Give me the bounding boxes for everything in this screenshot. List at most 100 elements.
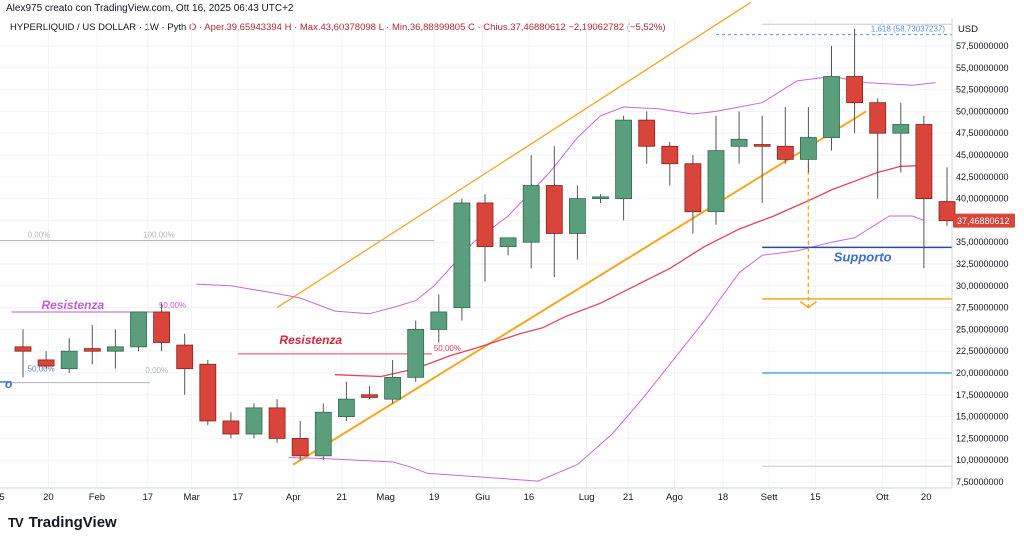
candle-body <box>684 163 702 213</box>
symbol-name[interactable]: HYPERLIQUID / US DOLLAR · 1W · Pyth <box>10 22 187 33</box>
price-tick-label: 15,00000000 <box>956 412 1009 422</box>
candle-body <box>476 202 494 247</box>
symbol-info: HYPERLIQUID / US DOLLAR · 1W · Pyth O · … <box>10 22 666 33</box>
price-tick-label: 25,00000000 <box>956 324 1009 334</box>
candle-body <box>846 76 863 104</box>
time-tick-label: 17 <box>233 492 244 503</box>
time-tick-label: Lug <box>579 492 595 503</box>
fib-label-0: 0,00% <box>28 230 51 239</box>
tradingview-brand: TV TradingView <box>8 514 117 531</box>
time-tick-label: 20 <box>921 492 932 503</box>
moving-average-line <box>334 164 924 378</box>
price-tick-label: 55,00000000 <box>956 63 1009 73</box>
candle-body <box>291 437 309 457</box>
fib-label-50-left: 50,00% <box>28 364 55 373</box>
candle-body <box>407 328 425 378</box>
bollinger-lower-line <box>288 215 925 482</box>
candle-body <box>107 346 124 352</box>
time-tick-label: Mar <box>183 492 199 503</box>
candle-body <box>615 119 632 200</box>
time-tick-label: Ago <box>666 492 683 503</box>
time-tick-label: Apr <box>286 492 301 503</box>
candle-body <box>730 138 748 147</box>
last-price-box <box>953 213 1015 228</box>
currency-label: USD <box>957 24 978 35</box>
price-tick-label: 30,00000000 <box>956 281 1009 291</box>
candle-body <box>592 196 609 200</box>
candle-body <box>384 376 402 400</box>
candle-body <box>869 102 887 134</box>
candle-body <box>753 144 771 147</box>
time-tick-label: 5 <box>0 492 5 503</box>
time-tick-label: 21 <box>623 492 634 503</box>
price-tick-label: 32,50000000 <box>956 259 1009 269</box>
candle-body <box>337 398 355 418</box>
candle-body <box>314 411 332 457</box>
ohlc-values: O · Aper.39,65943394 H · Max.43,60378098… <box>188 22 666 33</box>
price-tick-label: 12,50000000 <box>956 433 1009 443</box>
candle-body <box>430 311 448 330</box>
candle-body <box>83 348 101 352</box>
price-tick-label: 57,50000000 <box>956 41 1009 51</box>
left-partial-label: o <box>5 377 12 391</box>
candle-body <box>199 363 217 422</box>
candle-body <box>268 407 286 439</box>
candle-body <box>707 150 725 213</box>
resistance-label-2: Resistenza <box>279 333 342 347</box>
time-tick-label: 18 <box>718 492 729 503</box>
resistance-level-2: 50,00% <box>434 344 461 353</box>
projection-arrow-head <box>799 301 817 309</box>
price-tick-label: 45,00000000 <box>956 150 1009 160</box>
time-tick-label: Giu <box>475 492 490 503</box>
bollinger-upper-line <box>196 75 936 315</box>
fib-label-100: 100,00% <box>143 230 175 239</box>
brand-name: TradingView <box>28 514 117 531</box>
price-tick-label: 10,00000000 <box>956 455 1009 465</box>
candle-body <box>569 198 586 234</box>
price-tick-label: 47,50000000 <box>956 128 1009 138</box>
tradingview-logo-icon: TV <box>8 515 24 530</box>
candle-body <box>915 124 933 200</box>
price-tick-label: 7,50000000 <box>956 477 1004 487</box>
candle-body <box>37 359 55 367</box>
candle-body <box>245 407 263 435</box>
candle-body <box>800 137 817 160</box>
candle-body <box>60 350 78 370</box>
time-tick-label: 20 <box>43 492 54 503</box>
candle-body <box>176 344 194 370</box>
price-tick-label: 52,50000000 <box>956 85 1009 95</box>
last-price-label: 37,46880612 <box>957 216 1010 226</box>
candle-body <box>638 119 656 147</box>
candle-body <box>776 145 794 160</box>
candle-body <box>499 237 517 247</box>
candle-body <box>545 185 563 234</box>
price-tick-label: 40,00000000 <box>956 194 1009 204</box>
time-tick-label: Sett <box>761 492 778 503</box>
fib-label-0-right: 0,00% <box>145 366 168 375</box>
candle-body <box>938 201 956 222</box>
time-tick-label: 21 <box>336 492 347 503</box>
price-tick-label: 42,50000000 <box>956 172 1009 182</box>
price-tick-label: 35,00000000 <box>956 237 1009 247</box>
candle-body <box>153 311 171 343</box>
time-tick-label: 19 <box>429 492 440 503</box>
candle-body <box>892 124 910 134</box>
author-line: Alex975 creato con TradingView.com, Ott … <box>6 3 294 14</box>
candle-body <box>823 76 840 138</box>
time-tick-label: Ott <box>876 492 889 503</box>
candle-body <box>130 311 147 348</box>
price-tick-label: 17,50000000 <box>956 390 1009 400</box>
channel-upper-line <box>276 1 752 309</box>
resistance-label-1: Resistenza <box>41 298 104 312</box>
channel-lower-line <box>292 110 867 466</box>
time-tick-label: Mag <box>376 492 394 503</box>
candle-body <box>453 202 471 309</box>
candle-body <box>522 185 540 243</box>
support-label: Supporto <box>834 249 892 264</box>
candle-body <box>222 420 240 435</box>
fib-extension-label: 1,618 (58,73037237) <box>871 25 946 34</box>
time-tick-label: Feb <box>89 492 105 503</box>
price-tick-label: 22,50000000 <box>956 346 1009 356</box>
time-tick-label: 17 <box>142 492 153 503</box>
